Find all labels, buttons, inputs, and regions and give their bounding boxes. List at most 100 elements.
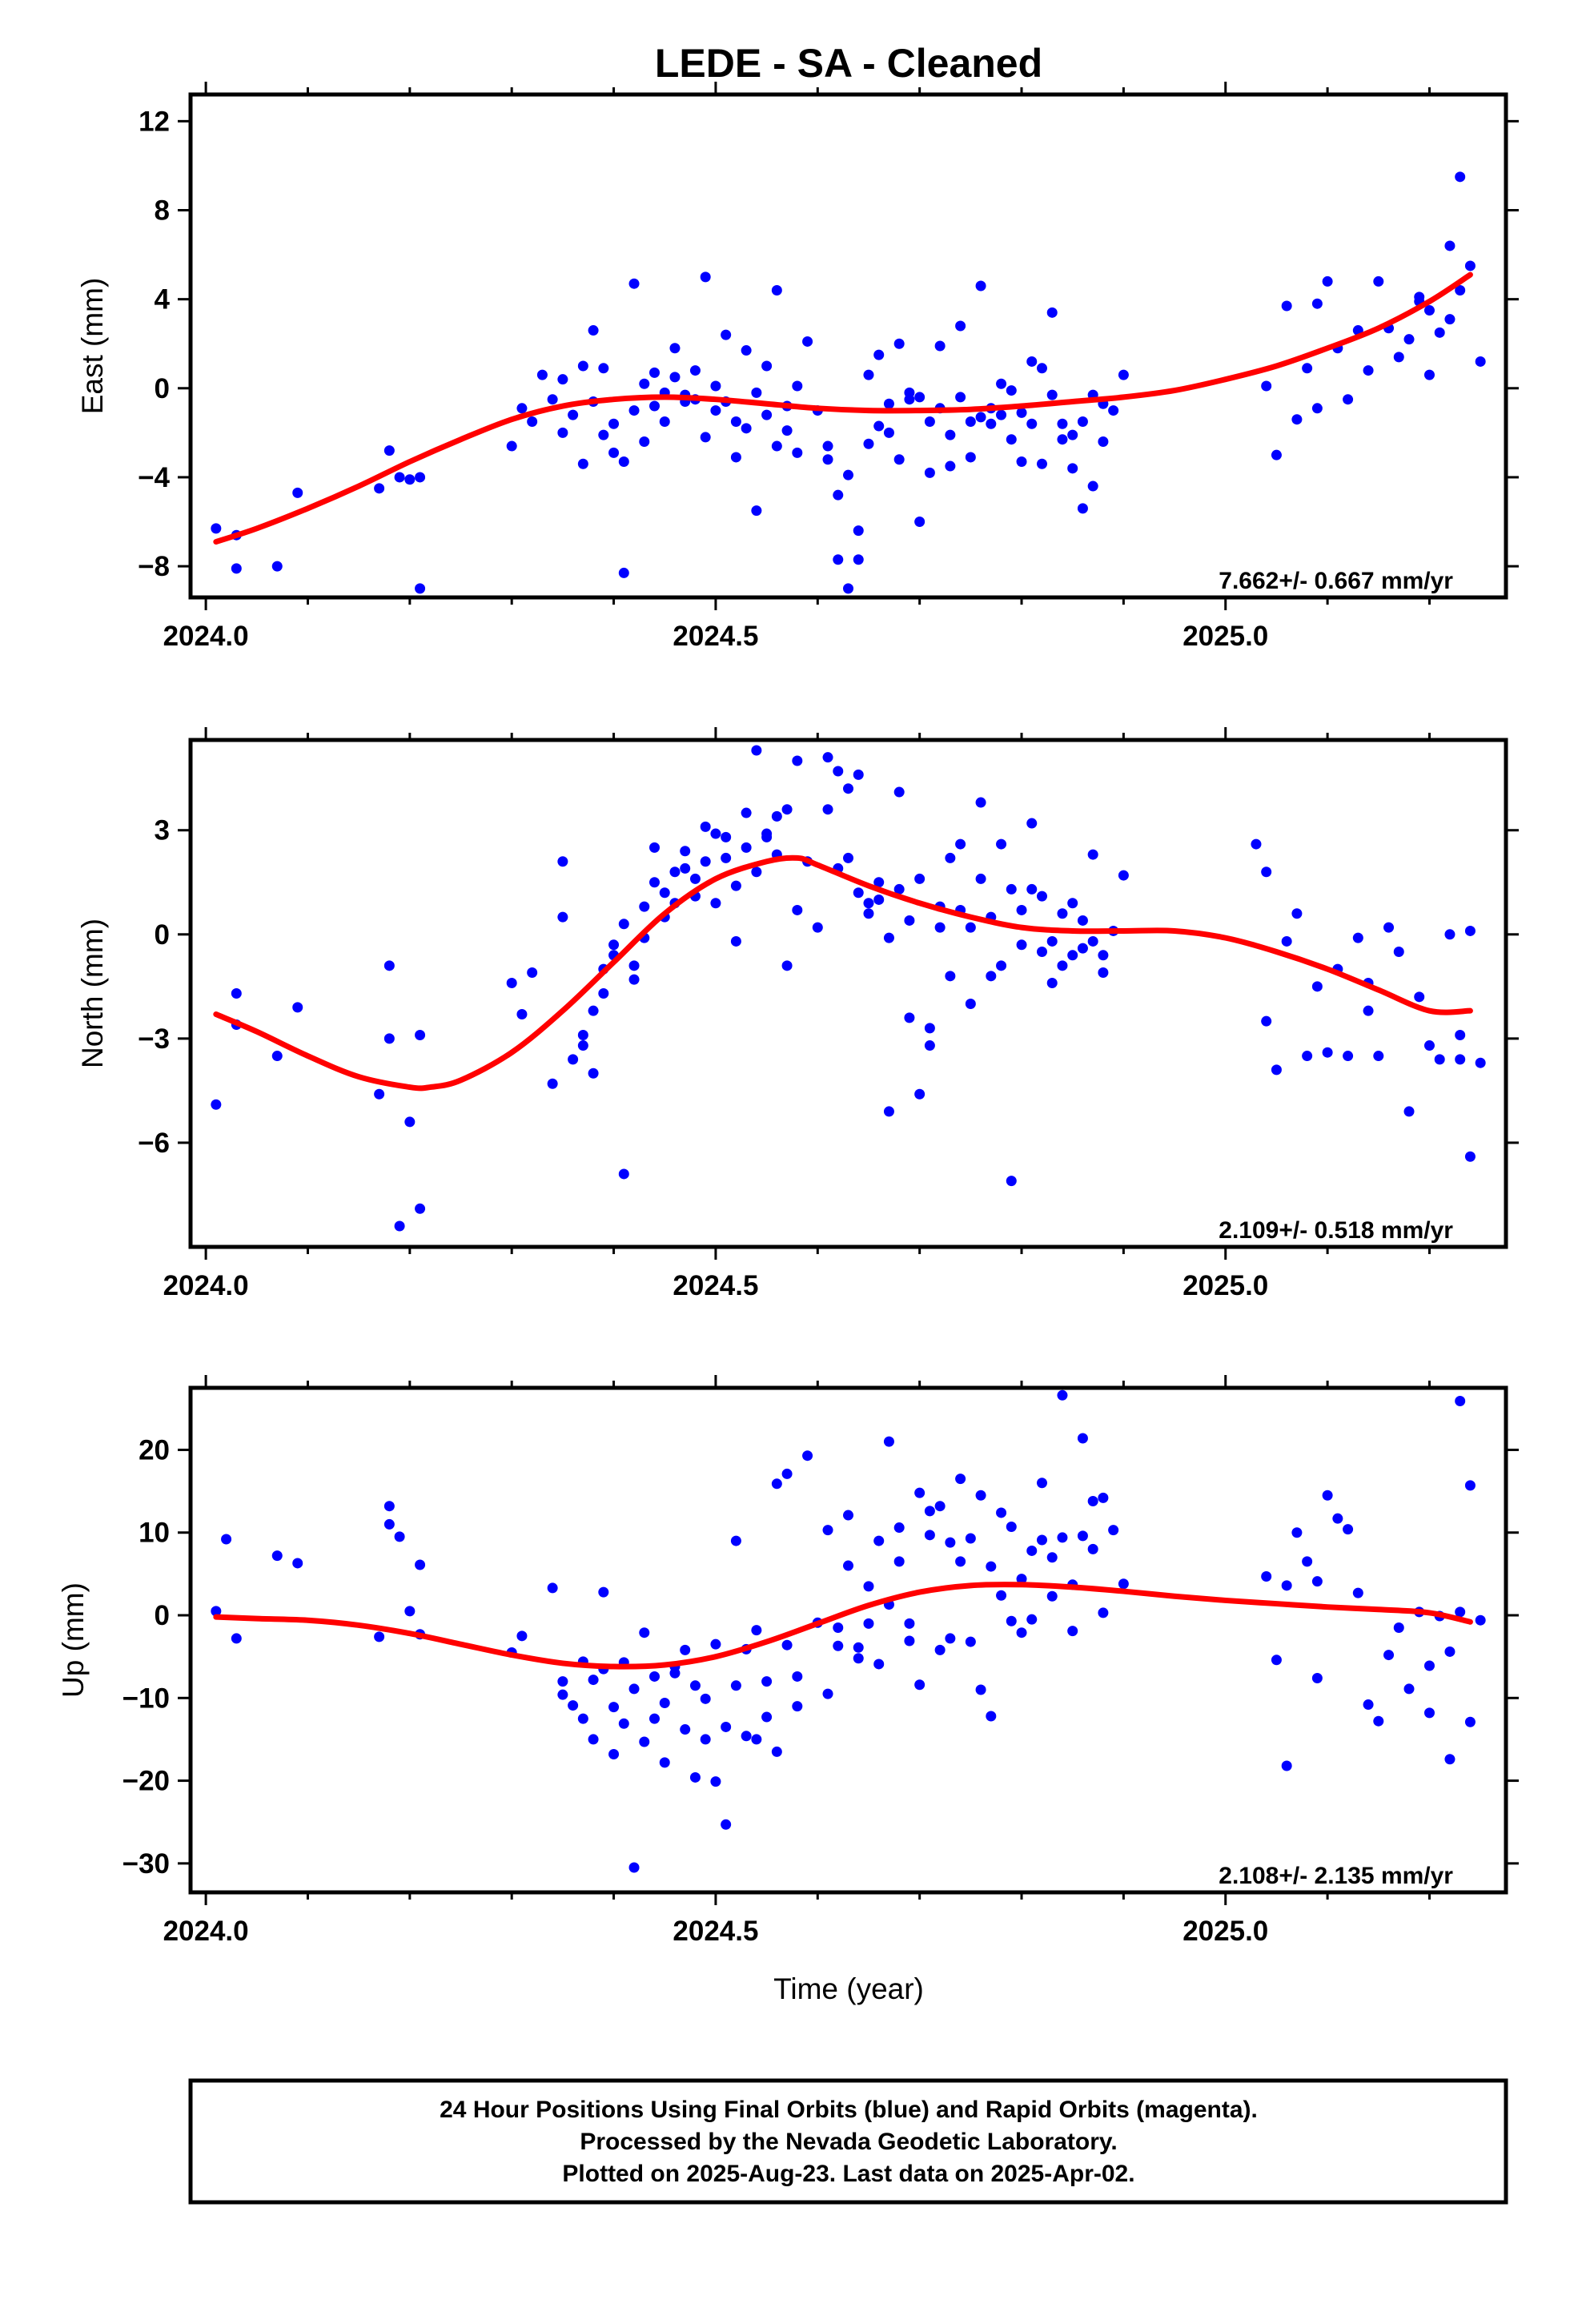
up-xtick-label: 2024.0: [163, 1916, 249, 1947]
east-data-point: [1455, 171, 1466, 183]
east-data-point: [415, 583, 426, 594]
up-data-point: [833, 1622, 844, 1634]
east-data-point: [1343, 394, 1354, 405]
north-data-point: [904, 1012, 915, 1023]
up-data-point: [1281, 1760, 1292, 1771]
north-rate-label: 2.109+/- 0.518 mm/yr: [1219, 1217, 1453, 1244]
up-data-point: [1455, 1396, 1466, 1407]
north-data-point: [1414, 991, 1425, 1003]
north-data-point: [863, 908, 874, 919]
up-data-point: [781, 1468, 793, 1479]
north-data-point: [506, 977, 517, 988]
north-data-point: [527, 967, 538, 978]
north-data-point: [689, 873, 701, 884]
east-data-point: [1006, 434, 1017, 445]
east-data-point: [1444, 240, 1456, 251]
east-data-point: [1322, 275, 1333, 287]
up-data-point: [231, 1633, 242, 1644]
east-data-point: [1423, 305, 1435, 316]
north-data-point: [812, 922, 823, 933]
east-data-point: [955, 392, 966, 403]
east-data-point: [628, 278, 640, 289]
east-data-point: [986, 418, 997, 429]
up-data-point: [608, 1749, 620, 1760]
up-data-point: [873, 1535, 885, 1546]
north-data-point: [404, 1116, 416, 1128]
north-data-point: [1006, 883, 1017, 895]
east-data-point: [730, 452, 741, 463]
north-data-point: [1036, 891, 1047, 902]
east-data-point: [689, 365, 701, 376]
north-data-point: [1475, 1057, 1486, 1068]
up-data-point: [700, 1734, 711, 1745]
east-data-point: [598, 363, 609, 374]
east-data-point: [934, 340, 946, 352]
east-data-point: [1373, 275, 1384, 287]
east-data-point: [873, 420, 885, 432]
north-xtick-label: 2025.0: [1182, 1270, 1268, 1301]
north-data-point: [1291, 908, 1303, 919]
east-data-point: [1444, 314, 1456, 325]
east-plot-area: [211, 171, 1486, 594]
east-data-point: [721, 329, 732, 340]
east-data-point: [1036, 363, 1047, 374]
up-data-point: [700, 1693, 711, 1704]
up-data-point: [221, 1534, 232, 1545]
east-data-point: [394, 472, 405, 483]
up-data-point: [1036, 1478, 1047, 1489]
north-data-point: [394, 1220, 405, 1232]
north-frame: [188, 738, 1508, 1249]
east-data-point: [996, 378, 1007, 389]
up-y-axis-label: Up (mm): [57, 1582, 90, 1698]
up-data-point: [833, 1640, 844, 1651]
up-data-point: [394, 1531, 405, 1542]
up-data-point: [996, 1590, 1007, 1601]
north-data-point: [1118, 870, 1129, 881]
up-data-point: [628, 1683, 640, 1695]
up-data-point: [1464, 1480, 1476, 1491]
up-ytick-label: 20: [139, 1434, 170, 1466]
up-data-point: [608, 1702, 620, 1713]
north-data-point: [965, 999, 976, 1010]
up-data-point: [1343, 1524, 1354, 1535]
east-data-point: [404, 474, 416, 485]
east-data-point: [1016, 456, 1027, 467]
up-data-point: [761, 1676, 773, 1687]
north-data-point: [1026, 818, 1038, 829]
up-data-point: [822, 1525, 833, 1536]
up-data-point: [1281, 1580, 1292, 1591]
north-data-point: [792, 904, 803, 915]
up-data-point: [1087, 1495, 1098, 1506]
up-data-point: [1077, 1433, 1088, 1444]
east-data-point: [873, 349, 885, 360]
up-data-point: [292, 1558, 303, 1569]
east-data-point: [527, 416, 538, 427]
north-data-point: [833, 766, 844, 777]
east-data-point: [751, 387, 762, 398]
up-data-point: [986, 1711, 997, 1722]
east-data-point: [914, 517, 926, 528]
north-data-point: [659, 887, 670, 899]
north-data-point: [1343, 1051, 1354, 1062]
up-data-point: [588, 1675, 599, 1686]
north-data-point: [873, 894, 885, 905]
up-data-point: [1393, 1622, 1404, 1634]
east-data-point: [730, 416, 741, 427]
north-data-point: [1464, 1151, 1476, 1162]
east-data-point: [1363, 365, 1374, 376]
north-data-point: [568, 1054, 579, 1065]
east-data-point: [710, 405, 721, 416]
east-data-point: [792, 380, 803, 392]
north-data-point: [883, 1106, 894, 1117]
up-fit-curve: [213, 1582, 1473, 1670]
east-data-point: [965, 416, 976, 427]
up-data-point: [1363, 1699, 1374, 1711]
north-data-point: [975, 873, 986, 884]
up-data-point: [802, 1450, 813, 1462]
east-data-point: [649, 367, 661, 378]
up-data-point: [741, 1731, 752, 1742]
east-data-point: [1087, 480, 1098, 492]
east-data-point: [833, 489, 844, 501]
footer-line-1: 24 Hour Positions Using Final Orbits (bl…: [440, 2097, 1258, 2123]
east-rate-label: 7.662+/- 0.667 mm/yr: [1219, 568, 1453, 594]
